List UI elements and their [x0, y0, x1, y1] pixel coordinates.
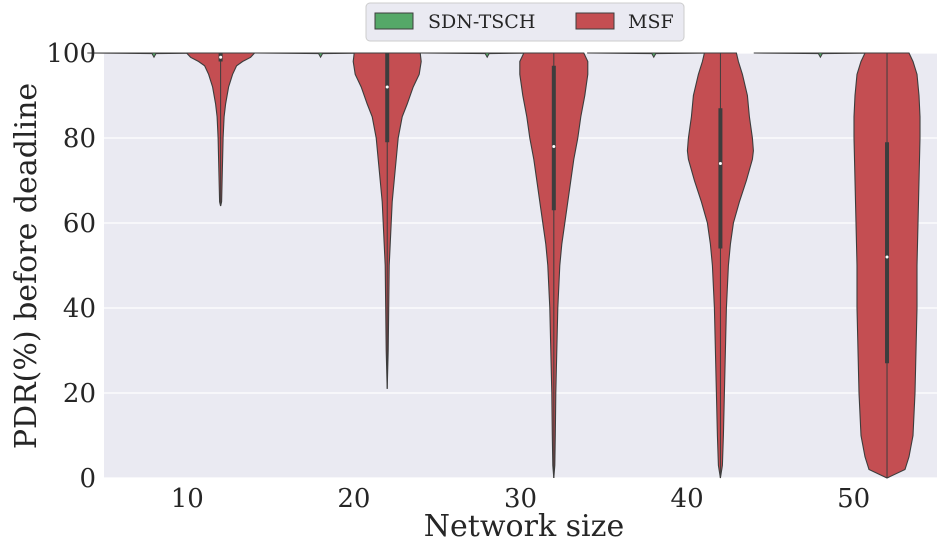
legend-label-sdn-tsch: SDN-TSCH	[428, 11, 535, 33]
violin-msf-median	[885, 255, 889, 259]
x-tick-label: 50	[837, 484, 870, 514]
violin-msf-median	[385, 85, 389, 89]
legend-label-msf: MSF	[628, 11, 674, 33]
y-tick-label: 40	[63, 294, 96, 324]
y-tick-label: 20	[63, 379, 96, 409]
legend: SDN-TSCH MSF	[365, 2, 685, 42]
plot-background	[104, 53, 937, 478]
violins	[87, 52, 921, 479]
y-tick-label: 100	[46, 39, 96, 69]
x-tick-label: 20	[337, 484, 370, 514]
violin-msf-median	[552, 145, 556, 148]
y-axis-label: PDR(%) before deadline	[9, 83, 44, 449]
legend-swatch-sdn-tsch	[374, 12, 414, 30]
x-tick-labels: 10 20 30 40 50	[171, 484, 870, 514]
violin-sdn-tsch	[587, 52, 721, 59]
y-tick-label: 0	[79, 464, 96, 494]
y-tick-labels: 0 20 40 60 80 100	[46, 39, 96, 494]
x-tick-label: 10	[171, 484, 204, 514]
x-tick-label: 30	[504, 484, 537, 514]
y-tick-label: 60	[63, 209, 96, 239]
violin-msf-median	[219, 55, 223, 59]
x-tick-label: 40	[671, 484, 704, 514]
violin-msf-median	[718, 162, 722, 165]
legend-swatch-msf	[575, 12, 615, 30]
x-axis-label: Network size	[424, 509, 624, 541]
y-tick-label: 80	[63, 124, 96, 154]
